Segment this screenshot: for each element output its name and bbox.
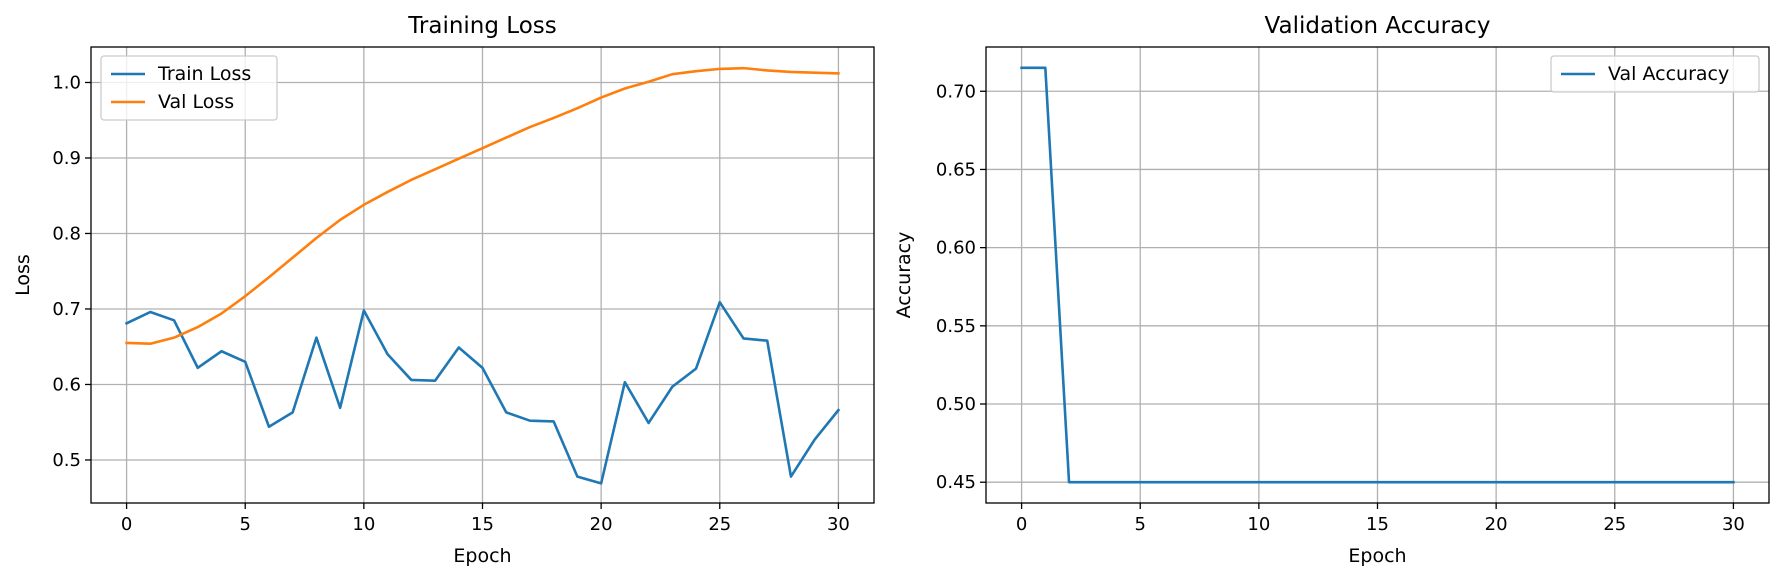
- chart-1: 0 5 10 15 20 25 30 0.45 0.50 0.55 0.60 0.65 0.70 Vali…: [893, 13, 1770, 567]
- y-tick-label: 0.7: [52, 299, 81, 320]
- x-tick-label: 20: [590, 514, 613, 535]
- legend-box: [1550, 55, 1760, 93]
- x-tick-label: 10: [352, 514, 375, 535]
- legend: Val Accuracy: [1550, 55, 1760, 93]
- y-tick-label: 0.5: [52, 450, 81, 471]
- x-axis-label: Epoch: [453, 545, 511, 567]
- x-tick-label: 30: [1722, 514, 1745, 535]
- y-tick-label: 0.50: [936, 394, 976, 415]
- x-tick-label: 0: [1016, 514, 1027, 535]
- y-tick-label: 0.8: [52, 223, 81, 244]
- y-tick-label: 0.60: [936, 238, 976, 259]
- chart-0: 0 5 10 15 20 25 30 0.5 0.6 0.7 0.8 0.9 1.0 Training L…: [12, 13, 875, 567]
- y-tick-label: 0.6: [52, 374, 81, 395]
- legend: Train Loss Val Loss: [100, 55, 278, 121]
- chart-title: Validation Accuracy: [1265, 13, 1491, 39]
- y-tick-label: 0.9: [52, 148, 81, 169]
- x-tick-label: 5: [1135, 514, 1146, 535]
- x-tick-label: 25: [1603, 514, 1626, 535]
- series-line-val-loss: [125, 66, 840, 346]
- charts: 0 5 10 15 20 25 30 0.5 0.6 0.7 0.8 0.9 1.0 Training L…: [12, 13, 1770, 567]
- x-tick-label: 20: [1485, 514, 1508, 535]
- y-axis-label: Accuracy: [893, 232, 915, 319]
- legend-label: Train Loss: [157, 63, 251, 85]
- y-axis-label: Loss: [12, 254, 34, 296]
- x-tick-label: 25: [708, 514, 731, 535]
- legend-label: Val Accuracy: [1608, 63, 1729, 85]
- x-tick-label: 15: [1366, 514, 1389, 535]
- y-tick-label: 0.65: [936, 159, 976, 180]
- y-tick-label: 0.45: [936, 472, 976, 493]
- x-axis-label: Epoch: [1348, 545, 1406, 567]
- y-tick-label: 1.0: [52, 72, 81, 93]
- legend-label: Val Loss: [158, 91, 234, 113]
- y-tick-label: 0.55: [936, 316, 976, 337]
- x-tick-label: 5: [240, 514, 251, 535]
- series-line-val-accuracy: [1020, 66, 1735, 484]
- y-tick-label: 0.70: [936, 81, 976, 102]
- x-tick-label: 15: [471, 514, 494, 535]
- x-tick-label: 10: [1247, 514, 1270, 535]
- chart-title: Training Loss: [407, 13, 557, 39]
- legend-box: [100, 55, 278, 121]
- x-tick-label: 30: [827, 514, 850, 535]
- x-tick-label: 0: [121, 514, 132, 535]
- series-line-train-loss: [124, 300, 841, 485]
